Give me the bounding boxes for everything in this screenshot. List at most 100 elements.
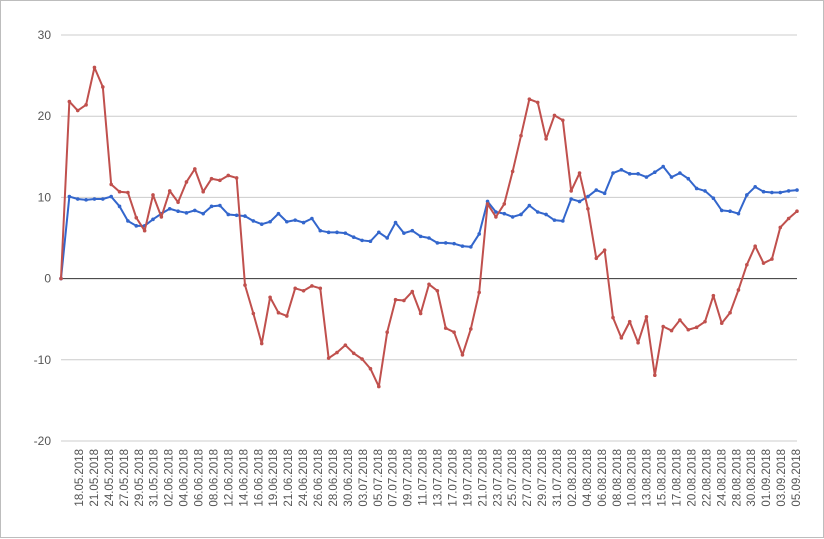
data-point xyxy=(343,231,348,235)
data-point xyxy=(544,212,548,217)
data-point xyxy=(703,189,707,193)
data-point xyxy=(410,228,415,233)
y-tick-label: -20 xyxy=(34,434,52,448)
data-point xyxy=(519,133,523,138)
data-point xyxy=(619,336,624,340)
data-point xyxy=(502,202,507,206)
x-tick-label: 25.07.2018 xyxy=(507,449,519,507)
data-point xyxy=(377,230,381,235)
data-point xyxy=(92,65,97,70)
data-point xyxy=(293,286,297,291)
data-point xyxy=(234,213,239,218)
x-tick-label: 03.09.2018 xyxy=(776,449,788,507)
data-point xyxy=(326,356,331,360)
x-tick-label: 03.07.2018 xyxy=(358,449,370,507)
data-point xyxy=(427,282,431,287)
series-group xyxy=(59,65,799,389)
data-point xyxy=(402,298,406,303)
data-point xyxy=(176,200,180,205)
data-point xyxy=(686,327,691,332)
data-point xyxy=(301,220,306,225)
data-point xyxy=(544,137,548,141)
data-point xyxy=(627,172,632,176)
gridlines xyxy=(61,34,797,442)
data-point xyxy=(694,325,699,330)
data-point xyxy=(184,180,189,184)
data-point xyxy=(101,197,105,201)
data-point xyxy=(268,219,272,224)
data-point xyxy=(418,234,423,239)
data-point xyxy=(343,343,348,347)
data-point xyxy=(728,310,732,315)
data-point xyxy=(418,311,423,316)
data-point xyxy=(627,319,632,324)
x-tick-label: 05.09.2018 xyxy=(791,449,803,507)
data-point xyxy=(510,215,515,219)
x-tick-label: 26.06.2018 xyxy=(313,449,325,507)
data-point xyxy=(75,197,80,201)
data-point xyxy=(310,284,314,288)
x-tick-label: 28.06.2018 xyxy=(328,449,340,507)
data-point xyxy=(786,189,791,193)
data-point xyxy=(535,210,540,214)
data-point xyxy=(686,176,691,181)
data-point xyxy=(678,318,682,322)
data-point xyxy=(101,85,105,89)
data-point xyxy=(276,211,281,216)
data-point xyxy=(460,244,465,248)
x-tick-label: 19.07.2018 xyxy=(462,449,474,507)
data-point xyxy=(368,366,373,371)
data-point xyxy=(452,241,456,246)
x-tick-label: 02.08.2018 xyxy=(567,449,579,507)
data-point xyxy=(669,175,674,179)
x-tick-label: 31.05.2018 xyxy=(149,449,161,507)
x-tick-label: 27.05.2018 xyxy=(119,449,131,507)
data-point xyxy=(586,194,590,199)
x-tick-label: 24.06.2018 xyxy=(298,449,310,507)
data-point xyxy=(786,216,791,221)
x-tick-label: 30.06.2018 xyxy=(343,449,355,507)
data-point xyxy=(75,108,80,113)
x-tick-label: 27.07.2018 xyxy=(522,449,534,507)
data-point xyxy=(142,228,147,233)
x-tick-label: 13.08.2018 xyxy=(642,449,654,507)
data-point xyxy=(636,172,640,176)
data-point xyxy=(728,209,732,214)
data-point xyxy=(435,288,440,293)
data-point xyxy=(577,199,582,204)
data-point xyxy=(477,290,481,295)
data-point xyxy=(611,171,615,175)
data-point xyxy=(661,324,665,329)
data-point xyxy=(594,256,599,261)
data-point xyxy=(527,203,532,208)
x-tick-label: 19.06.2018 xyxy=(268,449,280,507)
x-tick-label: 12.06.2018 xyxy=(223,449,235,507)
x-tick-label: 02.06.2018 xyxy=(164,449,176,507)
data-point xyxy=(535,100,540,105)
data-point xyxy=(644,175,649,179)
data-point xyxy=(719,321,724,326)
data-point xyxy=(318,228,323,233)
data-point xyxy=(527,97,532,101)
data-point xyxy=(351,351,356,356)
data-point xyxy=(117,204,122,209)
data-point xyxy=(561,219,565,223)
x-tick-label: 24.08.2018 xyxy=(716,449,728,507)
x-tick-label: 22.08.2018 xyxy=(701,449,713,507)
x-tick-label: 17.07.2018 xyxy=(447,449,459,507)
data-point xyxy=(460,353,465,357)
x-tick-label: 08.08.2018 xyxy=(612,449,624,507)
data-point xyxy=(669,328,674,333)
data-point xyxy=(393,220,398,225)
data-point xyxy=(368,239,373,244)
data-point xyxy=(209,176,214,181)
data-point xyxy=(234,176,239,180)
series-1 xyxy=(59,164,799,281)
data-point xyxy=(770,190,774,195)
data-point xyxy=(795,188,799,192)
x-tick-label: 23.07.2018 xyxy=(492,449,504,507)
y-axis-ticks: -20 -10 0 10 20 30 xyxy=(34,28,52,448)
data-point xyxy=(360,357,364,361)
data-point xyxy=(318,286,323,291)
